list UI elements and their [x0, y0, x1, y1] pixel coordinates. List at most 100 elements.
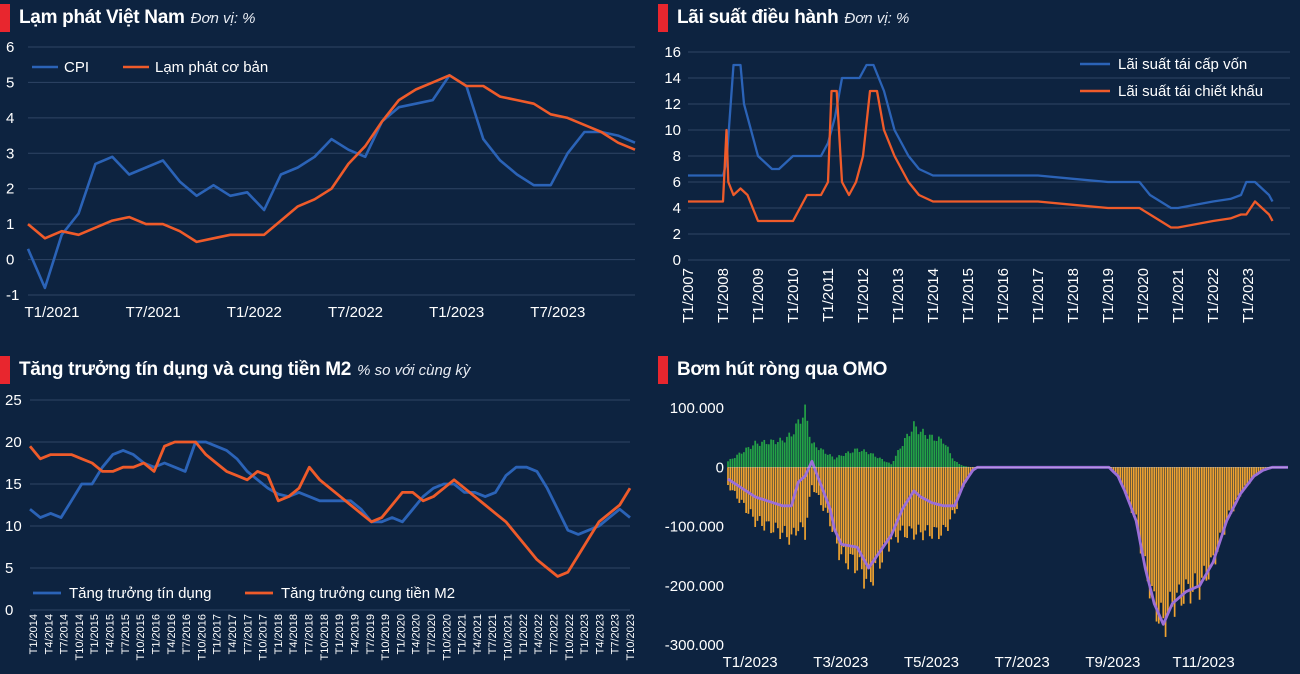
negative-bar [1126, 467, 1128, 495]
positive-bar [872, 453, 874, 468]
negative-bar [772, 467, 775, 533]
negative-bar [856, 467, 859, 571]
positive-bar [867, 454, 870, 468]
negative-bar [1250, 467, 1253, 480]
negative-bar [749, 467, 752, 510]
negative-bar [851, 467, 854, 555]
x-tick-label: T1/2020 [1135, 268, 1152, 323]
x-tick-label: T1/2019 [1100, 268, 1117, 323]
negative-bar [1198, 467, 1201, 600]
y-tick-label: 25 [5, 392, 22, 409]
negative-bar [1235, 467, 1237, 501]
negative-bar [756, 467, 759, 521]
omo-title: Bơm hút ròng qua OMO [677, 359, 888, 380]
positive-bar [831, 456, 834, 468]
positive-bar [820, 448, 822, 468]
x-tick-label: T4/2017 [227, 614, 239, 654]
x-tick-label: T7/2022 [548, 614, 560, 654]
positive-bar [854, 448, 856, 468]
legend-label: Lãi suất tái chiết khấu [1118, 83, 1263, 100]
positive-bar [788, 432, 791, 468]
credit-growth-series-line [29, 440, 631, 536]
positive-bar [808, 436, 811, 468]
positive-bar [879, 457, 881, 468]
positive-bar [738, 452, 741, 468]
positive-bar [835, 457, 838, 468]
positive-bar [792, 434, 795, 468]
x-tick-label: T1/2019 [334, 614, 346, 654]
positive-bar [817, 450, 820, 468]
negative-bar [967, 467, 970, 477]
x-tick-label: T1/2021 [24, 304, 79, 321]
y-tick-label: 15 [5, 476, 22, 493]
negative-bar [831, 467, 834, 532]
negative-bar [1173, 467, 1176, 617]
x-tick-label: T10/2021 [503, 614, 515, 660]
negative-bar [869, 467, 872, 583]
x-tick-label: T10/2017 [258, 614, 270, 660]
x-tick-label: T1/2018 [273, 614, 285, 654]
x-tick-label: T4/2014 [43, 614, 55, 654]
positive-bar [761, 441, 763, 468]
negative-bar [1148, 467, 1151, 599]
positive-bar [745, 447, 747, 468]
positive-bar [858, 451, 861, 468]
negative-bar [847, 467, 850, 570]
positive-bar [865, 451, 868, 468]
negative-bar [835, 467, 838, 544]
x-tick-label: T1/2009 [750, 268, 767, 323]
negative-bar [854, 467, 856, 574]
omo-chart: -300.000 -200.000 -100.000 0 100.000 T1/2023 T… [665, 400, 1288, 671]
x-tick-label: T9/2023 [1085, 654, 1140, 671]
negative-bar [949, 467, 952, 520]
negative-bar [1144, 467, 1147, 557]
x-tick-label: T7/2015 [120, 614, 132, 654]
positive-bar [883, 461, 886, 468]
negative-bar [1180, 467, 1183, 606]
x-tick-label: T7/2023 [995, 654, 1050, 671]
y-tick-label: 10 [664, 122, 681, 139]
positive-bar [826, 454, 829, 468]
negative-bar [811, 467, 813, 486]
positive-bar [813, 442, 816, 468]
positive-bar [727, 461, 729, 468]
positive-bar [815, 447, 818, 468]
x-tick-label: T4/2015 [105, 614, 117, 654]
x-tick-label: T1/2021 [1170, 268, 1187, 323]
positive-bar [804, 404, 806, 468]
negative-bar [915, 467, 918, 535]
x-tick-label: T5/2023 [904, 654, 959, 671]
x-tick-label: T10/2015 [135, 614, 147, 660]
negative-bar [858, 467, 861, 558]
negative-bar [1132, 467, 1135, 518]
cpi-series-line [26, 74, 636, 290]
y-tick-label: 16 [664, 44, 681, 61]
x-tick-label: T3/2023 [813, 654, 868, 671]
negative-bar [922, 467, 924, 541]
negative-bar [727, 467, 729, 486]
positive-bar [942, 443, 945, 468]
positive-bar [949, 453, 952, 468]
positive-bar [851, 452, 854, 468]
positive-bar [962, 465, 965, 468]
negative-bar [962, 467, 965, 487]
x-tick-label: T1/2017 [1030, 268, 1047, 323]
positive-bar [903, 438, 906, 468]
y-tick-label: 4 [6, 110, 14, 127]
positive-bar [822, 449, 825, 468]
positive-bar [729, 458, 732, 468]
x-tick-label: T1/2023 [579, 614, 591, 654]
omo-panel: Bơm hút ròng qua OMO -300.000 -200.000 -10… [658, 352, 1300, 674]
negative-bar [1137, 467, 1140, 532]
y-tick-label: 8 [673, 148, 681, 165]
negative-bar [888, 467, 890, 552]
negative-bar [1128, 467, 1131, 501]
legend-label: Tăng trưởng tín dụng [69, 585, 211, 602]
negative-bar [797, 467, 800, 532]
y-tick-label: -300.000 [665, 637, 724, 654]
policy-rate-chart: 0 2 4 6 8 10 12 14 16 T1/2007 T1/2008 T1/2009 T1/201… [664, 44, 1290, 323]
negative-bar [933, 467, 936, 528]
negative-bar [1237, 467, 1239, 496]
negative-bar [1153, 467, 1156, 592]
x-tick-label: T10/2022 [564, 614, 576, 660]
